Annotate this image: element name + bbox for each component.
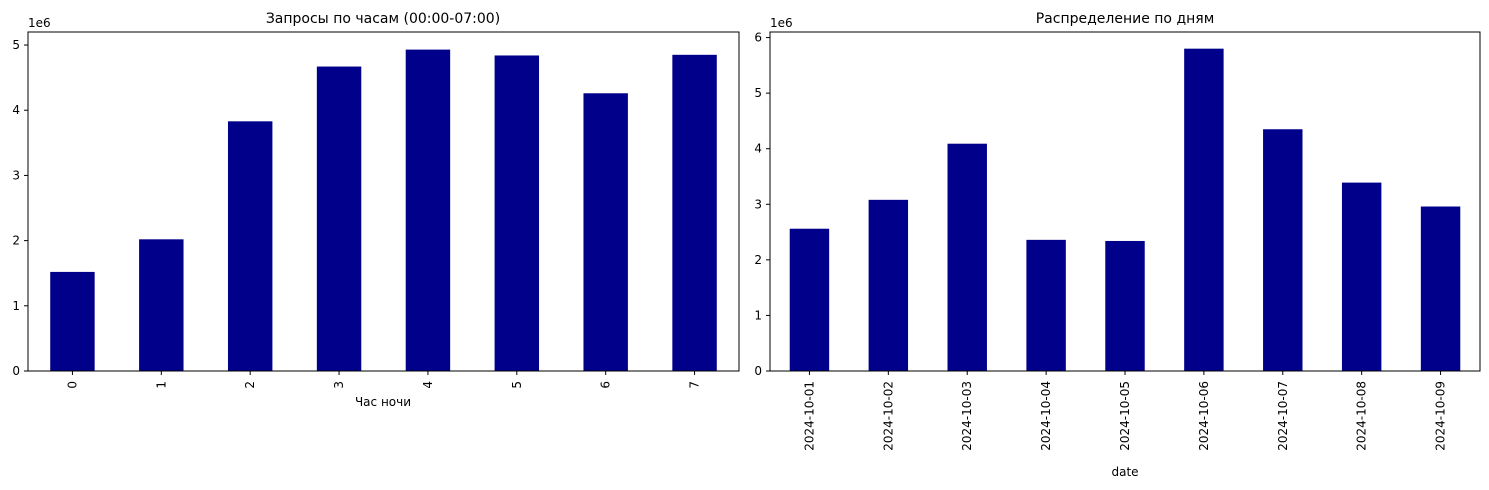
y-tick-label: 2 xyxy=(12,234,20,248)
plot-frame xyxy=(27,31,740,372)
y-tick-label: 1 xyxy=(754,308,762,322)
y-tick-label: 1 xyxy=(12,299,20,313)
x-tick-label: 2024-10-01 xyxy=(802,381,816,451)
x-tick-label: 2024-10-08 xyxy=(1355,381,1369,451)
x-axis-label: Час ночи xyxy=(355,395,411,409)
x-tick-label: 0 xyxy=(65,381,79,389)
x-tick-label: 2 xyxy=(243,381,257,389)
bar-2024-10-09 xyxy=(1420,206,1461,371)
x-tick-label: 2024-10-03 xyxy=(960,381,974,451)
bars xyxy=(789,48,1461,372)
bar-1 xyxy=(139,239,184,371)
x-tick-label: 4 xyxy=(421,381,435,389)
y-multiplier-label: 1e6 xyxy=(770,16,793,30)
x-ticks: 2024-10-01 2024-10-02 2024-10-03 2024-10-04… xyxy=(802,371,1448,451)
chart-hourly-requests: Запросы по часам (00:00-07:00) 1e6 0 1 2 3 4… xyxy=(12,11,740,409)
x-tick-label: 6 xyxy=(599,381,613,389)
x-tick-label: 2024-10-05 xyxy=(1118,381,1132,451)
y-tick-label: 4 xyxy=(754,142,762,156)
y-tick-label: 5 xyxy=(12,38,20,52)
bars xyxy=(50,49,717,372)
bar-0 xyxy=(50,271,95,371)
y-tick-label: 0 xyxy=(754,364,762,378)
x-tick-label: 5 xyxy=(510,381,524,389)
y-tick-label: 6 xyxy=(754,31,762,45)
x-tick-label: 2024-10-02 xyxy=(881,381,895,451)
y-multiplier-label: 1e6 xyxy=(28,16,51,30)
chart-daily-distribution: Распределение по дням 1e6 0 1 2 3 4 5 6 2024-1… xyxy=(754,11,1481,479)
bar-6 xyxy=(583,93,628,372)
x-tick-label: 2024-10-09 xyxy=(1434,381,1448,451)
y-tick-label: 3 xyxy=(12,168,20,182)
chart-title: Запросы по часам (00:00-07:00) xyxy=(266,11,500,27)
x-axis-label: date xyxy=(1111,465,1138,479)
bar-3 xyxy=(316,66,362,371)
bar-5 xyxy=(494,55,540,371)
x-tick-label: 7 xyxy=(688,381,702,389)
bar-2024-10-06 xyxy=(1184,48,1224,372)
x-tick-label: 2024-10-06 xyxy=(1197,381,1211,451)
chart-title: Распределение по дням xyxy=(1036,11,1215,27)
y-tick-label: 5 xyxy=(754,86,762,100)
bar-4 xyxy=(405,49,451,371)
bar-2 xyxy=(227,121,273,371)
bar-2024-10-01 xyxy=(789,228,830,371)
y-tick-label: 4 xyxy=(12,103,20,117)
bar-2024-10-02 xyxy=(868,199,909,371)
y-tick-label: 0 xyxy=(12,364,20,378)
bar-2024-10-08 xyxy=(1341,182,1382,371)
x-ticks: 0 1 2 3 4 5 6 7 xyxy=(65,371,702,389)
bar-2024-10-05 xyxy=(1105,240,1145,371)
plot-frame xyxy=(769,31,1481,372)
bar-2024-10-04 xyxy=(1026,239,1066,371)
y-ticks: 0 1 2 3 4 5 6 xyxy=(754,31,770,378)
bar-7 xyxy=(672,54,717,371)
x-tick-label: 2024-10-07 xyxy=(1276,381,1290,451)
y-tick-label: 3 xyxy=(754,197,762,211)
y-tick-label: 2 xyxy=(754,253,762,267)
bar-2024-10-03 xyxy=(947,143,987,371)
x-tick-label: 3 xyxy=(332,381,346,389)
y-ticks: 0 1 2 3 4 5 xyxy=(12,38,28,378)
x-tick-label: 2024-10-04 xyxy=(1039,381,1053,451)
bar-2024-10-07 xyxy=(1263,129,1303,371)
x-tick-label: 1 xyxy=(154,381,168,389)
